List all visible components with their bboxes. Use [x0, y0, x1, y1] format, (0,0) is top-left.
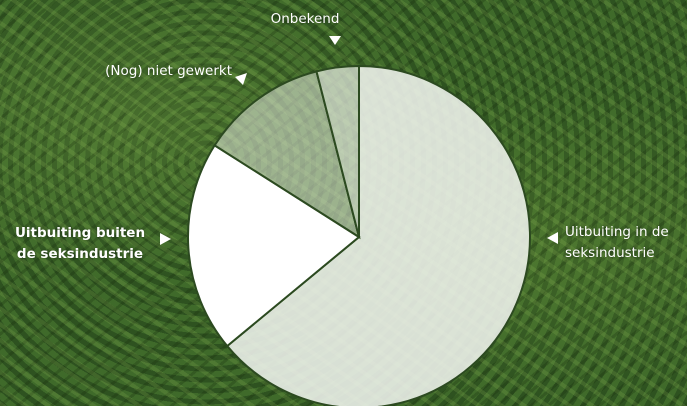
pointer [235, 73, 247, 85]
pie-slice [315, 64, 360, 238]
label-pointers [160, 36, 558, 245]
pie-slice [187, 143, 361, 348]
pointer [160, 233, 171, 245]
slice-label: Uitbuiting in de seksindustrie [565, 224, 669, 261]
pointer [329, 36, 341, 45]
slice-label: Onbekend [270, 11, 340, 27]
slice-label: Uitbuiting buiten de seksindustrie [14, 225, 146, 262]
pie-slice [213, 70, 361, 240]
slice-label: (Nog) niet gewerkt [105, 63, 232, 79]
pie-slice [225, 64, 531, 406]
pointer [547, 232, 558, 244]
